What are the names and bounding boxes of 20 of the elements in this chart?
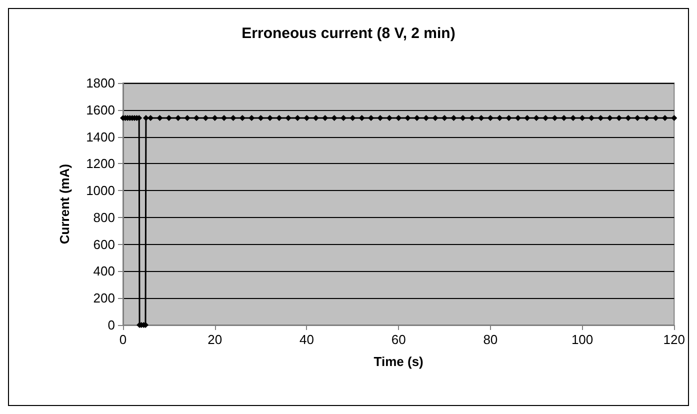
y-tick-label: 1600 [86, 102, 115, 118]
x-axis-title: Time (s) [374, 354, 424, 369]
x-tick-label: 20 [208, 332, 222, 347]
y-tick-label: 1400 [86, 129, 115, 144]
x-tick-label: 60 [391, 332, 406, 347]
x-tick-label: 120 [663, 332, 686, 347]
y-tick-label: 1800 [86, 76, 115, 90]
y-axis-title: Current (mA) [57, 164, 72, 244]
y-tick-label: 1000 [86, 183, 115, 198]
x-tick-label: 40 [299, 332, 314, 347]
x-tick-label: 80 [483, 332, 498, 347]
y-tick-label: 200 [93, 290, 115, 306]
y-tick-label: 400 [93, 264, 115, 279]
y-tick-label: 800 [93, 210, 115, 225]
chart-title: Erroneous current (8 V, 2 min) [242, 25, 456, 42]
x-tick-label: 0 [119, 332, 127, 347]
y-tick-label: 600 [93, 236, 115, 252]
y-tick-label: 1200 [86, 156, 115, 172]
x-tick-label: 100 [571, 332, 594, 347]
y-tick-label: 0 [108, 318, 115, 332]
